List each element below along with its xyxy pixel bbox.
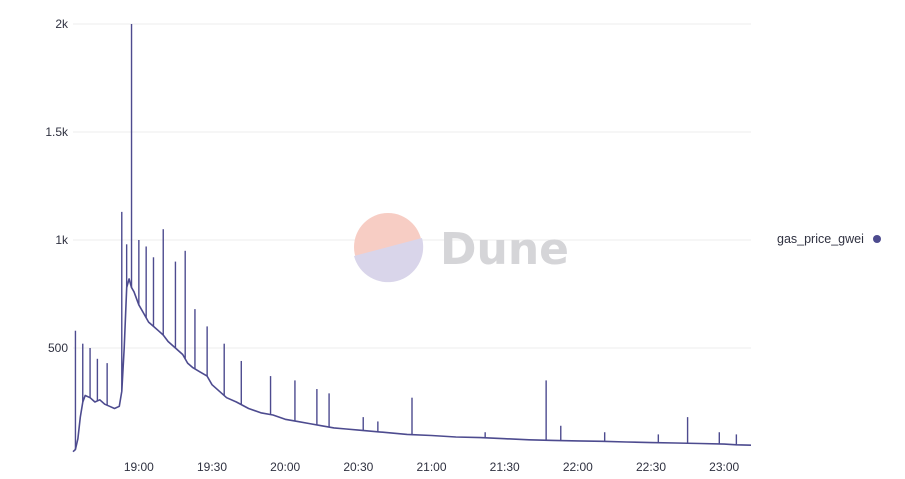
x-tick-label-1900: 19:00 [124,460,154,474]
y-tick-label-2k: 2k [55,17,69,31]
dune-watermark: Dune [354,213,569,283]
y-tick-label-500: 500 [48,341,68,355]
series-layer [72,24,752,453]
x-tick-label-2100: 21:00 [416,460,446,474]
x-tick-label-2230: 22:30 [636,460,666,474]
x-tick-label-2030: 20:30 [343,460,373,474]
series-line-gas-price-gwei [72,278,752,453]
x-tick-label-1930: 19:30 [197,460,227,474]
legend[interactable]: gas_price_gwei [777,232,881,246]
x-tick-label-2130: 21:30 [490,460,520,474]
y-tick-label-1.5k: 1.5k [45,125,69,139]
legend-marker-gas-price-gwei[interactable] [873,235,881,243]
watermark-logo-lower-half [354,238,424,283]
watermark-text: Dune [440,224,569,275]
y-tick-label-1k: 1k [55,233,69,247]
x-axis-ticks: 19:00 19:30 20:00 20:30 21:00 21:30 22:00 22:30… [124,460,740,474]
legend-label-gas-price-gwei[interactable]: gas_price_gwei [777,232,864,246]
grid-lines [73,23,751,349]
y-axis-ticks: 500 1k 1.5k 2k [45,17,69,355]
x-tick-label-2200: 22:00 [563,460,593,474]
x-tick-label-2000: 20:00 [270,460,300,474]
x-tick-label-2300: 23:00 [709,460,739,474]
